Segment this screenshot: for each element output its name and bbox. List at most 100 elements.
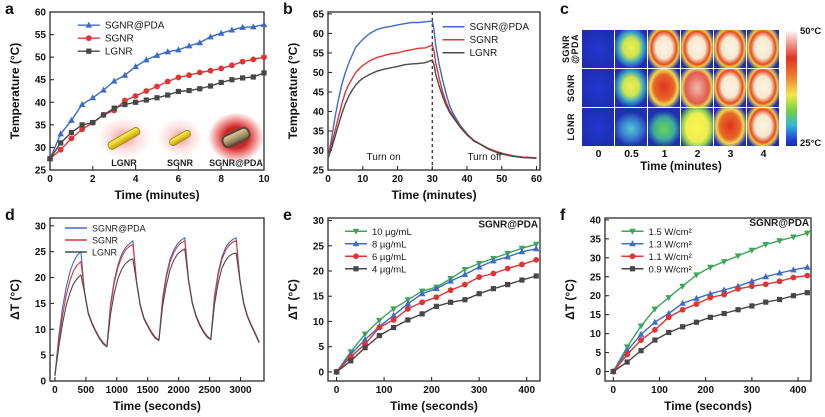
svg-text:35: 35 — [35, 120, 47, 131]
annotation: Turn on — [367, 152, 401, 163]
legend-label: LGNR — [105, 47, 133, 58]
svg-text:2000: 2000 — [168, 385, 191, 396]
series-markers-4 µg/mL — [333, 273, 539, 375]
thermal-row-label: SGNR — [561, 69, 581, 107]
svg-text:25: 25 — [35, 247, 47, 258]
thermal-cell-r0c0 — [582, 30, 614, 68]
svg-text:5: 5 — [40, 351, 46, 362]
svg-text:0: 0 — [595, 367, 601, 378]
svg-text:60: 60 — [35, 8, 47, 19]
svg-text:30: 30 — [35, 221, 47, 232]
svg-text:50: 50 — [313, 68, 325, 79]
thermal-row-label-text: SGNR — [565, 73, 576, 102]
svg-text:25: 25 — [35, 166, 47, 177]
panel-f: f 0 100 200 300 400 0 5 10 15 20 25 30 35 40 SGNR@PDA 1… — [555, 206, 825, 417]
series-markers-6 µg/mL — [333, 256, 540, 375]
annotation: SGNR@PDA — [478, 220, 538, 231]
thermal-cell-r2c4 — [714, 108, 746, 146]
nanorod-glow-icon — [208, 112, 264, 163]
svg-text:45: 45 — [313, 87, 325, 98]
panel-letter-a: a — [5, 1, 14, 18]
svg-text:30: 30 — [35, 143, 47, 154]
thermal-cell-r2c1 — [615, 108, 647, 146]
svg-text:40: 40 — [313, 107, 325, 118]
thermal-column-label: 2 — [694, 148, 701, 160]
y-ticks: 0 5 10 15 20 25 30 — [35, 221, 54, 388]
svg-text:60: 60 — [531, 174, 543, 185]
series-markers-1.5 W/cm² — [610, 230, 811, 376]
panel-c: c SGNR @PDA SGNR LGNR 0 0.5 1 2 3 4 Time (minutes)… — [555, 0, 825, 206]
legend-label: SGNR@PDA — [105, 21, 165, 32]
nanorod-glow-icon — [97, 116, 151, 159]
chart-e: 0 100 200 300 400 0 5 10 15 20 25 30 SGNR@PDA 10 µg/m… — [286, 210, 550, 417]
y-axis-label: Temperature (°C) — [8, 43, 22, 140]
series-markers-LGNR — [47, 70, 267, 162]
svg-text:0: 0 — [611, 385, 617, 396]
x-axis-label: Time (seconds) — [390, 399, 478, 413]
panel-letter-e: e — [283, 207, 292, 224]
svg-text:6: 6 — [176, 174, 182, 185]
legend-label: 1.3 W/cm² — [648, 239, 691, 250]
svg-text:25: 25 — [313, 241, 325, 252]
svg-text:8: 8 — [218, 174, 224, 185]
chart-svg-f: 0 100 200 300 400 0 5 10 15 20 25 30 35 40 SGNR@PDA 1.5… — [563, 215, 812, 413]
y-ticks: 25 30 35 40 45 50 55 60 — [35, 8, 54, 177]
thermal-cell-r2c3 — [681, 108, 713, 146]
thermal-cell-r0c5 — [747, 30, 779, 68]
legend: 10 µg/mL8 µg/mL 6 µg/mL4 µg/mL — [344, 227, 412, 275]
nanorod-inset: LGNR SGNR SGNR@PDA — [96, 112, 264, 168]
annotation: SGNR@PDA — [749, 218, 809, 229]
panel-letter-c: c — [560, 1, 569, 18]
thermal-row-label-text: @PDA — [570, 34, 580, 64]
chart-a: 0 2 4 6 8 10 25 30 35 40 45 50 55 60 SGNR@PDA SGNR LGNR T… — [8, 4, 274, 209]
svg-text:30: 30 — [313, 216, 325, 227]
x-axis-label: Time (seconds) — [664, 399, 752, 413]
legend-label: 1.1 W/cm² — [648, 252, 691, 263]
svg-text:4: 4 — [133, 174, 139, 185]
plot-frame — [327, 217, 541, 382]
series-line-SGNR — [54, 240, 260, 376]
legend-label: 4 µg/mL — [372, 264, 407, 275]
chart-d: 0 500 1000 1500 2000 2500 3000 0 5 10 15 20 25 30 SGNR… — [8, 210, 274, 417]
thermal-column-label: 0 — [595, 148, 602, 160]
svg-text:25: 25 — [590, 272, 602, 283]
nanorod-label: SGNR@PDA — [209, 158, 263, 168]
thermal-column-label: 1 — [661, 148, 668, 160]
legend: SGNR@PDA SGNR LGNR — [77, 21, 165, 58]
panel-b: b 0 10 20 30 40 50 60 25 30 35 40 45 50 55 60 65 Turn on… — [278, 0, 555, 206]
svg-text:10: 10 — [258, 174, 270, 185]
svg-text:15: 15 — [313, 292, 325, 303]
svg-text:2: 2 — [90, 174, 96, 185]
plot-frame — [49, 11, 265, 171]
svg-text:50: 50 — [35, 53, 47, 64]
series-line-0.9 W/cm² — [612, 292, 808, 373]
thermal-row: SGNR — [561, 69, 780, 107]
svg-text:500: 500 — [78, 385, 95, 396]
thermal-cell-r1c3 — [681, 69, 713, 107]
colorbar-max-label: 50°C — [800, 26, 822, 37]
legend-label: 0.9 W/cm² — [648, 264, 691, 275]
legend-label: 1.5 W/cm² — [648, 227, 691, 238]
thermal-cell-r2c0 — [582, 108, 614, 146]
nanorod-SGNR@PDA: SGNR@PDA — [208, 112, 264, 168]
panel-a: a 0 2 4 6 8 10 25 30 35 40 45 50 55 60 SGNR@PDA SGNR LGN… — [0, 0, 278, 206]
x-ticks: 0 100 200 300 400 — [611, 377, 807, 396]
y-axis-label: ΔT (°C) — [563, 279, 577, 320]
svg-text:55: 55 — [313, 48, 325, 59]
thermal-column-label: 0.5 — [624, 148, 639, 160]
svg-text:60: 60 — [313, 29, 325, 40]
nanorod-icon — [219, 124, 253, 151]
thermal-cell-r1c4 — [714, 69, 746, 107]
nanorod-glow-icon — [157, 118, 203, 158]
nanorod-icon — [167, 128, 193, 148]
x-ticks: 0 100 200 300 400 — [334, 377, 535, 396]
svg-text:10: 10 — [35, 325, 47, 336]
svg-text:20: 20 — [590, 291, 602, 302]
thermal-cell-r0c1 — [615, 30, 647, 68]
x-axis-label: Time (seconds) — [113, 399, 201, 413]
series-markers-1.1 W/cm² — [610, 272, 811, 375]
x-axis-label: Time (minutes) — [391, 188, 476, 202]
series-line-LGNR — [54, 248, 260, 376]
thermal-cell-r1c0 — [582, 69, 614, 107]
